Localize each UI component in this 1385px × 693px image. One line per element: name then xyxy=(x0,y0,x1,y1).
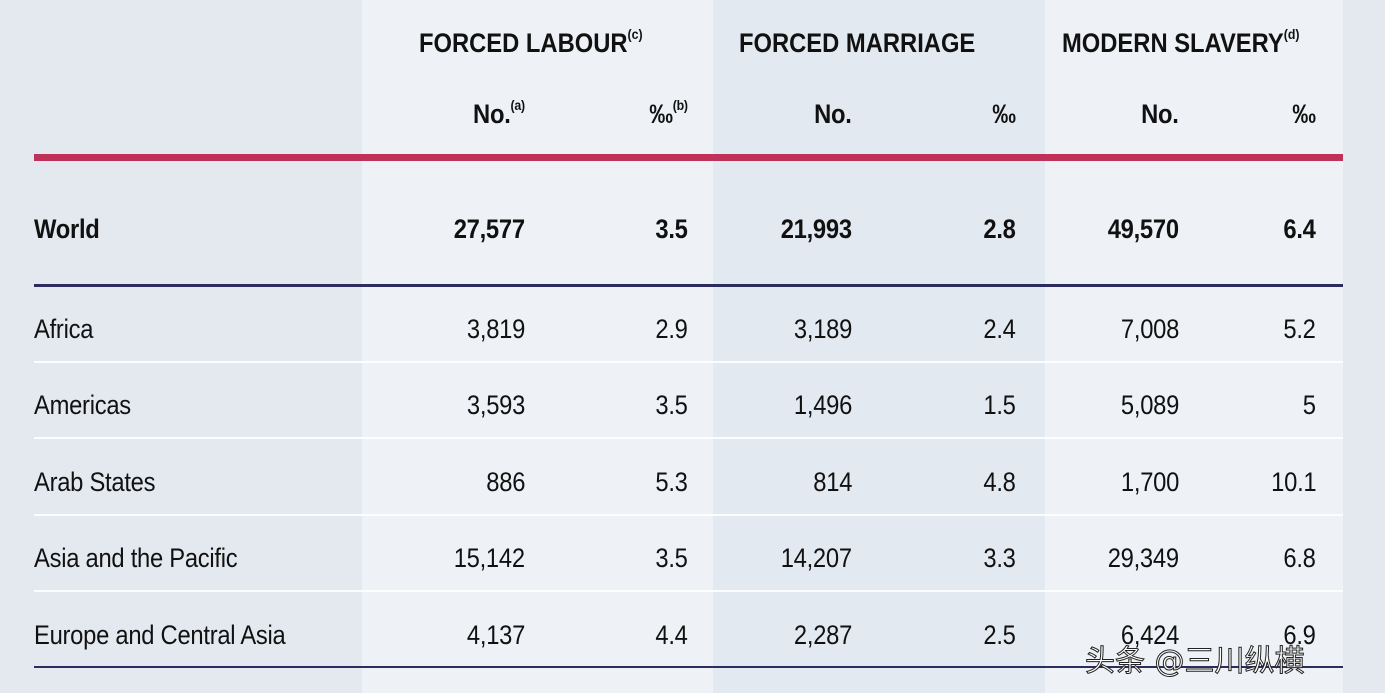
table-cell: 1.5 xyxy=(983,390,1017,420)
footnote-marker: (c) xyxy=(627,26,643,42)
column-header: ‰(b) xyxy=(649,97,689,130)
table-cell: 21,993 xyxy=(780,214,852,244)
table-cell: 5.2 xyxy=(1283,314,1317,344)
column-label: No. xyxy=(1141,99,1180,129)
table-cell: 3.5 xyxy=(655,543,689,573)
table-cell: 3,593 xyxy=(466,390,525,420)
bottom-rule xyxy=(34,666,1343,668)
footnote-marker: (b) xyxy=(673,97,688,113)
column-label: No. xyxy=(814,99,853,129)
table-cell: 3.5 xyxy=(655,390,689,420)
header-rule xyxy=(34,154,1343,161)
table-cell: 27,577 xyxy=(453,214,525,244)
group-title: FORCED MARRIAGE xyxy=(739,28,976,58)
table-cell: 6.4 xyxy=(1283,214,1317,244)
column-label: ‰ xyxy=(992,99,1017,129)
table-cell: 49,570 xyxy=(1107,214,1179,244)
row-separator xyxy=(34,514,1343,516)
table-cell: 6.8 xyxy=(1283,543,1317,573)
table-cell: 886 xyxy=(486,467,525,497)
forced-marriage-band xyxy=(713,0,1045,693)
table-cell: 5.3 xyxy=(655,467,689,497)
table-cell: 10.1 xyxy=(1270,467,1316,497)
column-header: No. xyxy=(814,99,853,130)
row-label: Europe and Central Asia xyxy=(34,620,286,650)
table-cell: 6.9 xyxy=(1283,620,1317,650)
table-cell: 2.9 xyxy=(655,314,689,344)
group-header: FORCED LABOUR(c) xyxy=(419,26,643,59)
column-header: ‰ xyxy=(1292,99,1317,130)
row-separator xyxy=(34,437,1343,439)
group-title: MODERN SLAVERY xyxy=(1062,28,1284,58)
column-header: No.(a) xyxy=(473,97,526,130)
table-cell: 29,349 xyxy=(1107,543,1179,573)
table-cell: 1,496 xyxy=(793,390,852,420)
table-cell: 2.5 xyxy=(983,620,1017,650)
world-rule xyxy=(34,284,1343,287)
group-title: FORCED LABOUR xyxy=(419,28,628,58)
table-cell: 5,089 xyxy=(1120,390,1179,420)
column-label: ‰ xyxy=(1292,99,1317,129)
row-separator xyxy=(34,590,1343,592)
table-cell: 3.3 xyxy=(983,543,1017,573)
column-header: ‰ xyxy=(992,99,1017,130)
group-header: FORCED MARRIAGE xyxy=(739,28,975,59)
table-cell: 2,287 xyxy=(793,620,852,650)
column-label: ‰ xyxy=(649,99,674,129)
table-cell: 14,207 xyxy=(780,543,852,573)
table-cell: 2.4 xyxy=(983,314,1017,344)
group-header: MODERN SLAVERY(d) xyxy=(1062,26,1300,59)
row-label: Asia and the Pacific xyxy=(34,543,238,573)
table-cell: 7,008 xyxy=(1120,314,1179,344)
modern-slavery-band xyxy=(1045,0,1343,693)
footnote-marker: (d) xyxy=(1283,26,1300,42)
table-cell: 1,700 xyxy=(1120,467,1179,497)
forced-labour-band xyxy=(362,0,713,693)
row-label: World xyxy=(34,214,100,244)
table-cell: 814 xyxy=(813,467,852,497)
table-cell: 3.5 xyxy=(655,214,689,244)
column-label: No. xyxy=(473,99,511,129)
watermark: 头条 @三川纵横 xyxy=(1085,644,1306,680)
table-cell: 6,424 xyxy=(1120,620,1179,650)
table-cell: 4,137 xyxy=(466,620,525,650)
table-cell: 3,189 xyxy=(793,314,852,344)
row-separator xyxy=(34,361,1343,363)
table-cell: 4.8 xyxy=(983,467,1017,497)
row-label: Arab States xyxy=(34,467,156,497)
table-cell: 5 xyxy=(1303,390,1316,420)
row-label: Africa xyxy=(34,314,94,344)
table-cell: 2.8 xyxy=(983,214,1017,244)
footnote-marker: (a) xyxy=(510,97,526,113)
table-cell: 15,142 xyxy=(453,543,525,573)
table-cell: 4.4 xyxy=(655,620,689,650)
row-label: Americas xyxy=(34,390,131,420)
table-cell: 3,819 xyxy=(466,314,525,344)
column-header: No. xyxy=(1141,99,1180,130)
